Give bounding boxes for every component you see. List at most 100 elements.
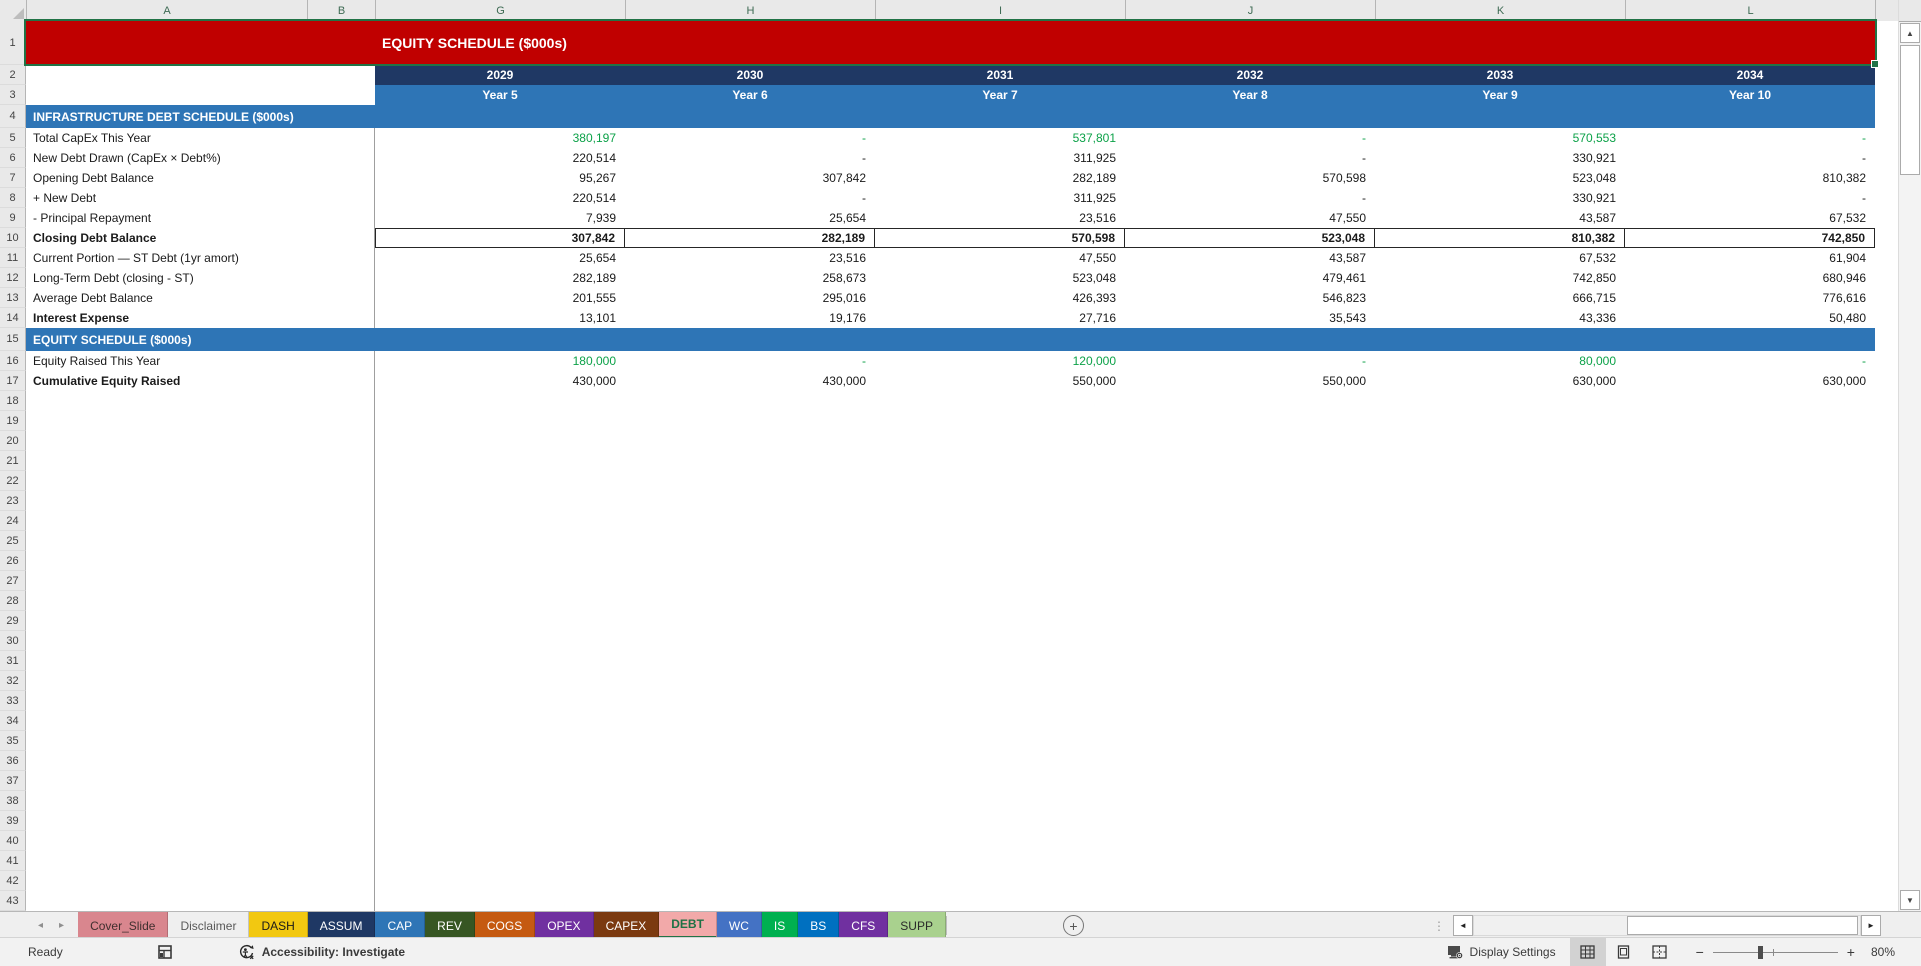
scroll-right-button[interactable]: ► bbox=[1861, 915, 1881, 936]
value-cell[interactable]: 80,000 bbox=[1579, 354, 1616, 368]
value-cell[interactable]: 120,000 bbox=[1072, 354, 1116, 368]
cell[interactable] bbox=[375, 511, 1875, 531]
value-cell[interactable]: 23,516 bbox=[1079, 211, 1116, 225]
value-cell[interactable]: 330,921 bbox=[1572, 191, 1616, 205]
tab-dash[interactable]: DASH bbox=[249, 912, 308, 939]
row-label-cell[interactable]: - Principal Repayment bbox=[33, 211, 152, 225]
cell[interactable] bbox=[375, 471, 1875, 491]
value-cell[interactable]: 311,925 bbox=[1073, 151, 1117, 165]
value-cell[interactable]: - bbox=[1362, 354, 1366, 368]
value-cell[interactable]: 742,850 bbox=[1625, 228, 1875, 248]
cell[interactable] bbox=[26, 471, 307, 491]
value-cell[interactable]: - bbox=[1362, 191, 1366, 205]
cell[interactable] bbox=[307, 268, 375, 288]
tab-capex[interactable]: CAPEX bbox=[593, 912, 660, 939]
scroll-up-button[interactable]: ▲ bbox=[1900, 23, 1920, 43]
zoom-in-button[interactable]: + bbox=[1846, 944, 1855, 960]
row-header[interactable]: 32 bbox=[0, 671, 26, 691]
year-cell[interactable]: 2031 bbox=[875, 65, 1125, 85]
row-header[interactable]: 5 bbox=[0, 128, 26, 148]
row-header[interactable]: 43 bbox=[0, 891, 26, 911]
row-header[interactable]: 12 bbox=[0, 268, 26, 288]
tab-wc[interactable]: WC bbox=[716, 912, 762, 939]
value-cell[interactable]: 523,048 bbox=[1125, 228, 1375, 248]
cell[interactable] bbox=[375, 591, 1875, 611]
value-cell[interactable]: - bbox=[862, 131, 866, 145]
scroll-left-button[interactable]: ◄ bbox=[1453, 915, 1473, 936]
tab-nav-right-icon[interactable]: ▸ bbox=[59, 920, 65, 931]
cell[interactable] bbox=[307, 571, 375, 591]
cell[interactable] bbox=[307, 411, 375, 431]
row-header[interactable]: 6 bbox=[0, 148, 26, 168]
cell[interactable] bbox=[307, 188, 375, 208]
cell[interactable] bbox=[307, 451, 375, 471]
year-cell[interactable]: 2033 bbox=[1375, 65, 1625, 85]
value-cell[interactable]: 258,673 bbox=[822, 271, 866, 285]
value-cell[interactable]: - bbox=[1862, 354, 1866, 368]
value-cell[interactable]: 13,101 bbox=[579, 311, 616, 325]
value-cell[interactable]: 680,946 bbox=[1822, 271, 1866, 285]
add-sheet-button[interactable]: + bbox=[1062, 915, 1084, 936]
value-cell[interactable]: 776,616 bbox=[1822, 291, 1866, 305]
cell[interactable] bbox=[26, 451, 307, 471]
value-cell[interactable]: - bbox=[862, 151, 866, 165]
value-cell[interactable]: 282,189 bbox=[572, 271, 616, 285]
value-cell[interactable]: 742,850 bbox=[1572, 271, 1616, 285]
value-cell[interactable]: 220,514 bbox=[572, 151, 616, 165]
cell[interactable] bbox=[307, 228, 375, 248]
column-header-a[interactable]: A bbox=[27, 0, 308, 21]
select-all-corner[interactable] bbox=[0, 0, 27, 21]
cell[interactable] bbox=[307, 711, 375, 731]
year-cell[interactable]: 2029 bbox=[375, 65, 625, 85]
cell[interactable] bbox=[375, 551, 1875, 571]
value-cell[interactable]: 537,801 bbox=[1072, 131, 1116, 145]
cell[interactable] bbox=[375, 651, 1875, 671]
vertical-scrollbar-thumb[interactable] bbox=[1900, 45, 1920, 175]
value-cell[interactable]: 35,543 bbox=[1329, 311, 1366, 325]
cell[interactable] bbox=[26, 531, 307, 551]
row-header[interactable]: 30 bbox=[0, 631, 26, 651]
cell[interactable] bbox=[307, 288, 375, 308]
tab-rev[interactable]: REV bbox=[425, 912, 475, 939]
value-cell[interactable]: 27,716 bbox=[1079, 311, 1116, 325]
cell[interactable] bbox=[26, 551, 307, 571]
cell[interactable] bbox=[375, 791, 1875, 811]
value-cell[interactable]: 523,048 bbox=[1072, 271, 1116, 285]
row-label-cell[interactable]: Equity Raised This Year bbox=[33, 354, 161, 368]
cell[interactable] bbox=[307, 591, 375, 611]
value-cell[interactable]: 25,654 bbox=[829, 211, 866, 225]
cell[interactable] bbox=[26, 611, 307, 631]
cell[interactable] bbox=[375, 491, 1875, 511]
cell[interactable] bbox=[375, 751, 1875, 771]
cell[interactable] bbox=[307, 531, 375, 551]
cell[interactable] bbox=[375, 611, 1875, 631]
cell[interactable] bbox=[26, 391, 307, 411]
row-header[interactable]: 38 bbox=[0, 791, 26, 811]
tab-cap[interactable]: CAP bbox=[375, 912, 426, 939]
value-cell[interactable]: - bbox=[862, 354, 866, 368]
value-cell[interactable]: 479,461 bbox=[1322, 271, 1366, 285]
value-cell[interactable]: - bbox=[1362, 151, 1366, 165]
row-label-cell[interactable]: Opening Debt Balance bbox=[33, 171, 154, 185]
value-cell[interactable]: 570,598 bbox=[875, 228, 1125, 248]
value-cell[interactable]: 25,654 bbox=[579, 251, 616, 265]
value-cell[interactable]: 570,553 bbox=[1572, 131, 1616, 145]
value-cell[interactable]: 307,842 bbox=[375, 228, 625, 248]
value-cell[interactable]: 630,000 bbox=[1572, 374, 1616, 388]
row-label-cell[interactable]: Cumulative Equity Raised bbox=[33, 374, 181, 388]
tab-cogs[interactable]: COGS bbox=[474, 912, 536, 939]
tab-debt[interactable]: DEBT bbox=[659, 912, 717, 939]
cell[interactable] bbox=[307, 771, 375, 791]
cell[interactable] bbox=[26, 731, 307, 751]
column-header-h[interactable]: H bbox=[626, 0, 876, 21]
cell[interactable] bbox=[26, 431, 307, 451]
cell[interactable] bbox=[26, 831, 307, 851]
normal-view-button[interactable] bbox=[1569, 938, 1606, 966]
horizontal-scrollbar[interactable] bbox=[1473, 915, 1861, 936]
value-cell[interactable]: 380,197 bbox=[572, 131, 616, 145]
row-label-cell[interactable]: Current Portion — ST Debt (1yr amort) bbox=[33, 251, 239, 265]
scroll-down-button[interactable]: ▼ bbox=[1900, 890, 1920, 910]
row-header[interactable]: 39 bbox=[0, 811, 26, 831]
row-label-cell[interactable]: Interest Expense bbox=[33, 311, 130, 325]
row-header[interactable]: 22 bbox=[0, 471, 26, 491]
